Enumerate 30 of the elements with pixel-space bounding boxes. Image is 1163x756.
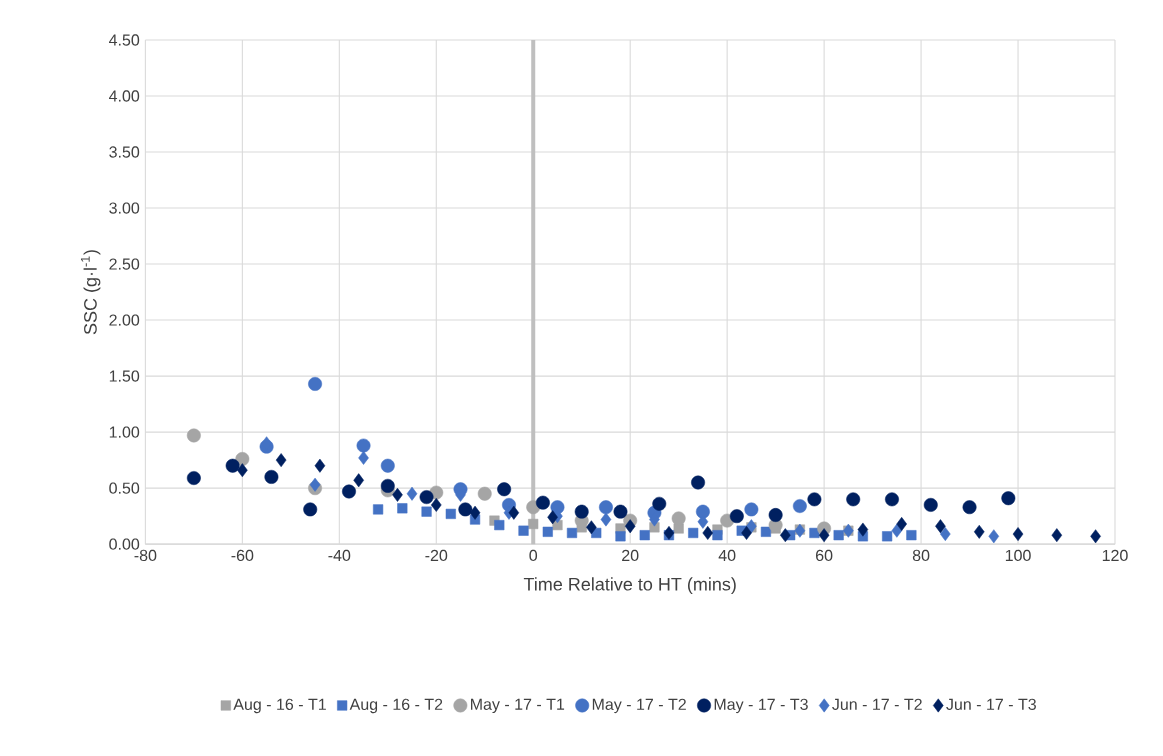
y-tick-label: 3.00 <box>109 202 140 214</box>
legend-label: May - 17 - T2 <box>592 698 686 714</box>
y-tick-label: 2.00 <box>109 314 140 326</box>
y-tick-label: 0.50 <box>109 482 140 494</box>
x-tick-label: 40 <box>718 549 736 561</box>
legend-label: Aug - 16 - T1 <box>233 698 326 714</box>
y-tick-label: 0.00 <box>109 538 140 550</box>
y-tick-label: 4.50 <box>109 34 140 46</box>
x-axis-title: Time Relative to HT (mins) <box>523 577 736 595</box>
legend-label: May - 17 - T1 <box>471 698 565 714</box>
x-tick-label: -20 <box>425 549 448 561</box>
x-tick-label: 100 <box>1005 549 1031 561</box>
x-tick-label: 20 <box>622 549 639 561</box>
x-tick-label: 120 <box>1102 549 1128 561</box>
legend-label: Aug - 16 - T2 <box>349 698 443 714</box>
x-tick-label: -40 <box>328 549 351 561</box>
y-tick-label: 4.00 <box>109 90 140 102</box>
y-tick-label: 1.00 <box>109 426 140 438</box>
x-tick-label: -80 <box>134 549 157 561</box>
y-tick-label: 1.50 <box>109 370 140 382</box>
x-tick-label: -60 <box>231 549 254 561</box>
y-tick-label: 2.50 <box>109 258 140 270</box>
legend-label: May - 17 - T3 <box>714 698 808 714</box>
y-axis-title: SSC (g·l$^{-1}$) <box>80 250 101 335</box>
x-tick-label: 0 <box>529 549 538 561</box>
x-tick-label: 80 <box>912 549 930 561</box>
x-tick-label: 60 <box>816 549 833 561</box>
legend-label: Jun - 17 - T2 <box>832 698 922 710</box>
legend-label: Jun - 17 - T3 <box>946 698 1036 710</box>
y-tick-label: 3.50 <box>109 146 140 158</box>
